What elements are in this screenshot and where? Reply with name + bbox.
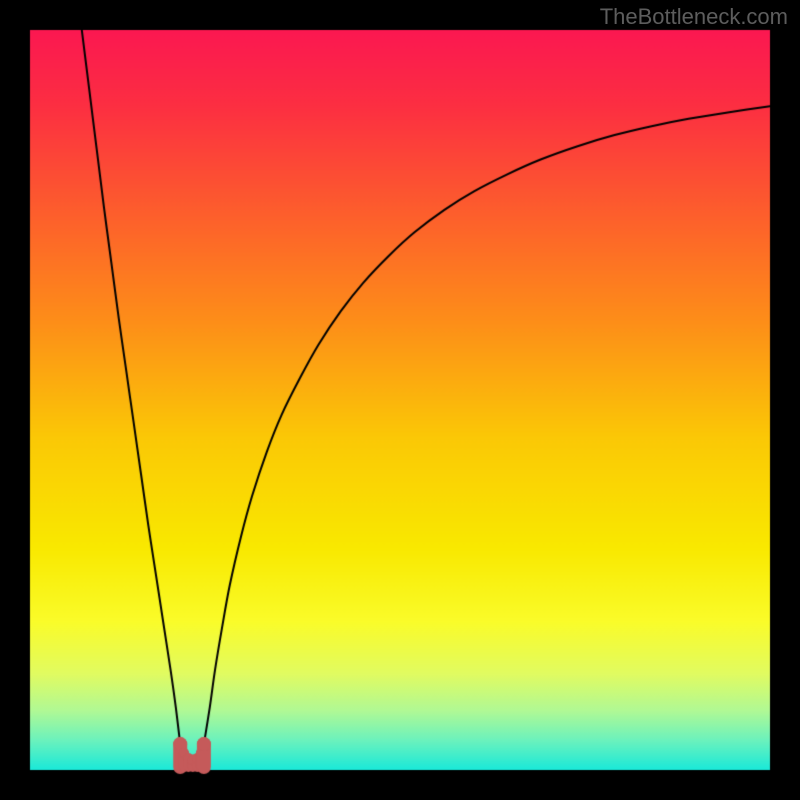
chart-container: TheBottleneck.com [0,0,800,800]
bottleneck-curve-chart [0,0,800,800]
watermark-text: TheBottleneck.com [600,4,788,30]
